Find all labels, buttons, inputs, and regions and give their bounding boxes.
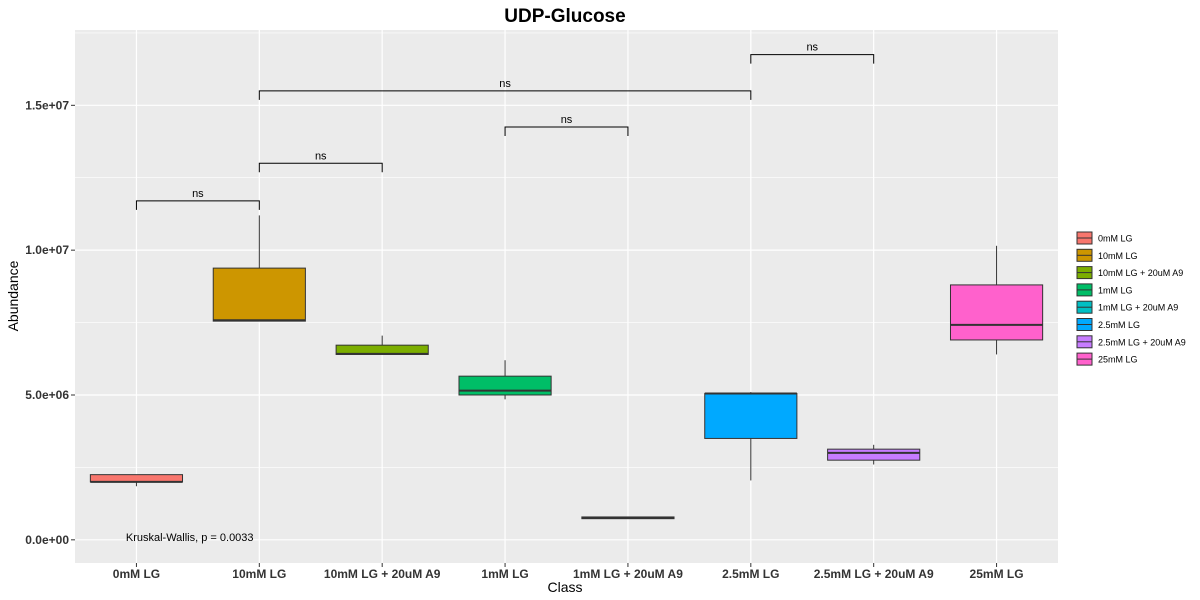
- legend-label: 2.5mM LG + 20uM A9: [1098, 337, 1186, 347]
- box-0mm-lg: [89, 474, 184, 487]
- significance-label: ns: [315, 150, 327, 162]
- y-tick-label: 1.0e+07: [25, 243, 69, 257]
- legend-label: 10mM LG + 20uM A9: [1098, 268, 1183, 278]
- legend-item: 2.5mM LG + 20uM A9: [1076, 335, 1186, 349]
- box-2-5mm-lg-20um-a9: [827, 444, 921, 465]
- legend-label: 10mM LG: [1098, 251, 1138, 261]
- significance-label: ns: [561, 114, 573, 126]
- box-1mm-lg: [458, 360, 552, 400]
- bracket-line: [258, 162, 383, 173]
- legend-item: 10mM LG: [1076, 248, 1138, 262]
- box-body: [949, 284, 1044, 341]
- legend-item: 25mM LG: [1076, 352, 1138, 366]
- x-tick-label: 1mM LG: [481, 567, 528, 581]
- box-body: [212, 267, 306, 322]
- x-tick-label: 10mM LG + 20uM A9: [324, 567, 441, 581]
- box-series: [89, 215, 1044, 520]
- comparison-bracket: ns: [750, 42, 875, 64]
- legend-label: 1mM LG + 20uM A9: [1098, 303, 1178, 313]
- significance-label: ns: [806, 42, 818, 54]
- comparison-brackets: ns ns ns ns ns: [135, 42, 875, 210]
- y-axis-title: Abundance: [5, 260, 21, 331]
- x-tick-label: 25mM LG: [970, 567, 1024, 581]
- x-tick-label: 10mM LG: [232, 567, 286, 581]
- box-25mm-lg: [949, 245, 1044, 355]
- box-body: [458, 375, 552, 396]
- comparison-bracket: ns: [504, 114, 629, 137]
- x-axis: 0mM LG 10mM LG 10mM LG + 20uM A9 1mM LG 1mM …: [113, 563, 1024, 581]
- y-tick-label: 0.0e+00: [25, 533, 69, 547]
- bracket-line: [135, 200, 260, 210]
- legend-item: 2.5mM LG: [1076, 318, 1140, 331]
- x-tick-label: 1mM LG + 20uM A9: [573, 567, 683, 581]
- legend-item: 1mM LG: [1076, 283, 1133, 297]
- x-tick-label: 2.5mM LG: [722, 567, 779, 581]
- box-body: [89, 474, 184, 483]
- legend-item: 10mM LG + 20uM A9: [1076, 266, 1183, 280]
- comparison-bracket: ns: [135, 188, 260, 210]
- comparison-bracket: ns: [258, 78, 752, 100]
- legend-label: 2.5mM LG: [1098, 320, 1140, 330]
- y-axis: 0.0e+00 5.0e+06 1.0e+07 1.5e+07: [25, 98, 75, 547]
- x-tick-label: 0mM LG: [113, 567, 160, 581]
- chart-title: UDP-Glucose: [504, 6, 625, 27]
- box-2-5mm-lg: [704, 392, 798, 481]
- legend: 0mM LG 10mM LG 10mM LG + 20uM A9 1mM LG 1mM …: [1076, 231, 1186, 366]
- significance-label: ns: [192, 188, 204, 200]
- kruskal-wallis-annotation: Kruskal-Wallis, p = 0.0033: [126, 532, 254, 544]
- x-axis-title: Class: [547, 579, 582, 595]
- comparison-bracket: ns: [258, 150, 383, 173]
- y-tick-label: 5.0e+06: [25, 388, 69, 402]
- legend-label: 25mM LG: [1098, 355, 1138, 365]
- box-body: [704, 393, 798, 439]
- legend-item: 1mM LG + 20uM A9: [1076, 300, 1178, 314]
- box-body: [827, 448, 921, 461]
- bracket-line: [258, 90, 752, 100]
- legend-item: 0mM LG: [1076, 231, 1133, 245]
- box-1mm-lg-20um-a9: [581, 516, 675, 520]
- bracket-line: [504, 126, 629, 137]
- significance-label: ns: [499, 78, 511, 90]
- x-tick-label: 2.5mM LG + 20uM A9: [814, 567, 934, 581]
- box-10mm-lg: [212, 215, 306, 322]
- y-tick-label: 1.5e+07: [25, 98, 69, 112]
- box-10mm-lg-20um-a9: [335, 335, 429, 355]
- legend-label: 0mM LG: [1098, 234, 1133, 244]
- bracket-line: [750, 54, 875, 64]
- legend-label: 1mM LG: [1098, 285, 1133, 295]
